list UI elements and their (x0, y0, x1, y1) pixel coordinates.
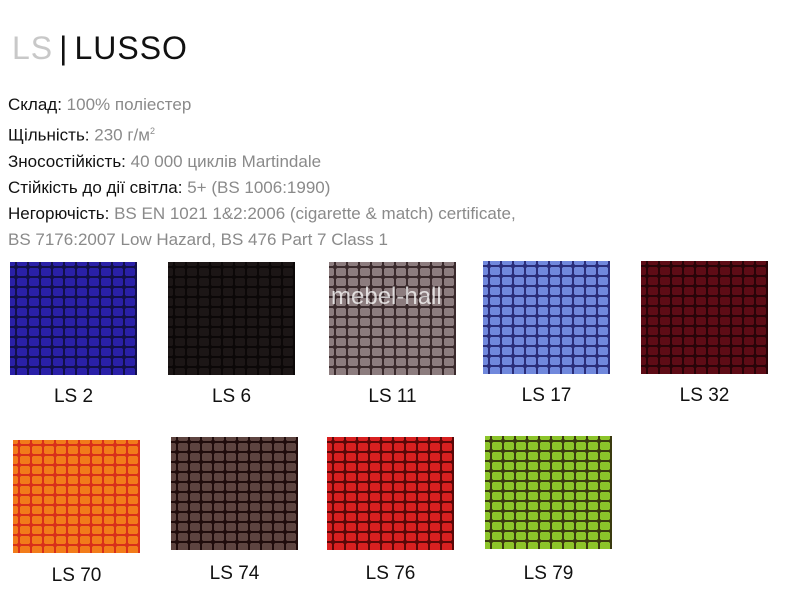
spec-value: 5+ (BS 1006:1990) (187, 177, 331, 197)
fabric-swatch[interactable] (10, 262, 137, 375)
spec-label: Зносостійкість: (8, 151, 126, 171)
spec-label: Щільність: (8, 125, 90, 145)
spec-value: BS EN 1021 1&2:2006 (cigarette & match) … (114, 203, 516, 223)
fabric-swatch[interactable] (641, 261, 768, 374)
spec-list: Склад: 100% поліестер Щільність: 230 г/м… (8, 92, 516, 253)
swatch-label: LS 32 (679, 385, 730, 406)
fabric-swatch[interactable] (329, 262, 456, 375)
swatch-label: LS 74 (209, 563, 260, 584)
page-title: LS | LUSSO (12, 30, 188, 67)
fabric-swatch[interactable] (13, 440, 140, 553)
spec-value: 230 г/м (94, 125, 150, 145)
spec-flammability-cont: BS 7176:2007 Low Hazard, BS 476 Part 7 C… (8, 229, 388, 249)
collection-code: LS (12, 30, 54, 66)
fabric-swatch[interactable] (485, 436, 612, 549)
spec-value: 40 000 циклів Martindale (130, 151, 322, 171)
spec-density: Щільність: 230 г/м2 (8, 118, 516, 149)
spec-flammability: Негорючість: BS EN 1021 1&2:2006 (cigare… (8, 201, 516, 227)
spec-label: Стійкість до дії світла: (8, 177, 183, 197)
spec-composition: Склад: 100% поліестер (8, 92, 516, 118)
swatch-label: LS 11 (368, 386, 417, 407)
watermark: mebel-hall (331, 283, 442, 310)
fabric-swatch[interactable] (483, 261, 610, 374)
swatch-label: LS 79 (523, 563, 574, 584)
fabric-swatch[interactable] (168, 262, 295, 375)
spec-abrasion: Зносостійкість: 40 000 циклів Martindale (8, 149, 516, 175)
swatch-label: LS 2 (53, 386, 94, 407)
swatch-label: LS 6 (211, 386, 252, 407)
fabric-swatch[interactable] (327, 437, 454, 550)
spec-label: Негорючість: (8, 203, 110, 223)
spec-sup: 2 (149, 126, 155, 136)
spec-lightfastness: Стійкість до дії світла: 5+ (BS 1006:199… (8, 175, 516, 201)
collection-name: LUSSO (74, 30, 188, 66)
title-separator: | (59, 30, 69, 66)
spec-label: Склад: (8, 95, 62, 114)
swatch-label: LS 76 (365, 563, 416, 584)
spec-value: 100% поліестер (66, 95, 192, 114)
swatch-label: LS 17 (521, 385, 572, 406)
fabric-swatch[interactable] (171, 437, 298, 550)
swatch-label: LS 70 (51, 565, 102, 586)
